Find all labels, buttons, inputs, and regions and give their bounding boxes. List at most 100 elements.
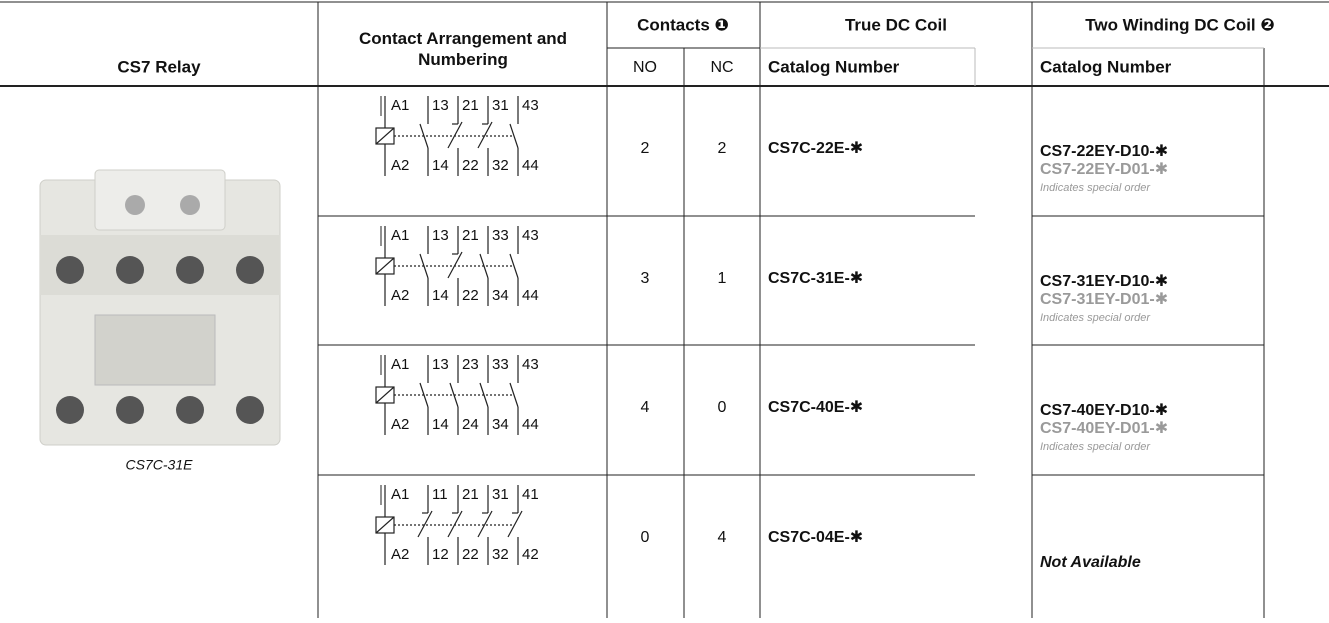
- terminal-label: 43: [522, 227, 539, 244]
- catalog-number: CS7-31EY-D10-✱: [1040, 273, 1168, 290]
- contact-diagram: [375, 485, 523, 565]
- coil-slash: [375, 516, 395, 534]
- catalog-number-special: CS7-31EY-D01-✱: [1040, 291, 1168, 308]
- terminal-label: A2: [391, 287, 409, 304]
- header: Contacts ❶: [637, 15, 729, 34]
- terminal-label: 21: [462, 227, 479, 244]
- coil-slash: [375, 386, 395, 404]
- terminal-label: 43: [522, 356, 539, 373]
- coil-slash: [375, 257, 395, 275]
- terminal-label: 33: [492, 227, 509, 244]
- terminal-label: 31: [492, 97, 509, 114]
- nc-blade: [447, 510, 463, 538]
- terminal-label: 41: [522, 486, 539, 503]
- terminal-label: 22: [462, 157, 479, 174]
- terminal-label: 13: [432, 356, 449, 373]
- screw: [116, 396, 144, 424]
- header: Two Winding DC Coil ❷: [1085, 15, 1275, 34]
- no-blade: [449, 382, 459, 408]
- terminal-label: 24: [462, 416, 479, 433]
- terminal-label: 43: [522, 97, 539, 114]
- terminal-label: 14: [432, 287, 449, 304]
- terminal-label: 32: [492, 546, 509, 563]
- nc-blade: [447, 121, 463, 149]
- no-blade: [509, 253, 519, 279]
- terminal-label: 21: [462, 97, 479, 114]
- no-blade: [509, 123, 519, 149]
- nc-count: 1: [718, 270, 727, 287]
- image-caption: CS7C-31E: [126, 457, 194, 473]
- no-blade: [419, 253, 429, 279]
- nc-blade: [447, 251, 463, 279]
- terminal-label: A1: [391, 356, 409, 373]
- nc-blade: [477, 121, 493, 149]
- screw: [176, 256, 204, 284]
- header: Catalog Number: [1040, 57, 1172, 76]
- terminal-label: 21: [462, 486, 479, 503]
- no-blade: [419, 382, 429, 408]
- catalog-number: CS7-40EY-D10-✱: [1040, 402, 1168, 419]
- terminal-label: 34: [492, 287, 509, 304]
- contact-diagram: [375, 355, 519, 435]
- actuator: [94, 314, 216, 386]
- nc-blade: [417, 510, 433, 538]
- special-note: Indicates special order: [1040, 182, 1151, 194]
- nc-count: 2: [718, 140, 727, 157]
- terminal-label: 22: [462, 287, 479, 304]
- catalog-number-special: CS7-22EY-D01-✱: [1040, 161, 1168, 178]
- screw: [56, 256, 84, 284]
- special-note: Indicates special order: [1040, 441, 1151, 453]
- no-count: 3: [641, 270, 650, 287]
- header: Catalog Number: [768, 57, 900, 76]
- no-blade: [509, 382, 519, 408]
- nc-blade: [477, 510, 493, 538]
- catalog-number: CS7C-04E-✱: [768, 529, 863, 546]
- terminal-label: 14: [432, 157, 449, 174]
- no-count: 4: [641, 399, 650, 416]
- terminal-label: 13: [432, 227, 449, 244]
- no-count: 0: [641, 529, 650, 546]
- no-count: 2: [641, 140, 650, 157]
- screw: [56, 396, 84, 424]
- header: NO: [633, 59, 657, 76]
- terminal-label: A2: [391, 546, 409, 563]
- no-blade: [419, 123, 429, 149]
- terminal-label: 44: [522, 157, 539, 174]
- relay-image: [39, 169, 281, 446]
- contact-diagram: [375, 226, 519, 306]
- terminal-label: 42: [522, 546, 539, 563]
- terminal-label: 22: [462, 546, 479, 563]
- nc-count: 0: [718, 399, 727, 416]
- terminal-label: 31: [492, 486, 509, 503]
- contact-diagram: [375, 96, 519, 176]
- terminal-label: 23: [462, 356, 479, 373]
- special-note: Indicates special order: [1040, 312, 1151, 324]
- catalog-number: CS7-22EY-D10-✱: [1040, 143, 1168, 160]
- terminal-label: A2: [391, 416, 409, 433]
- screw: [116, 256, 144, 284]
- screw: [180, 195, 200, 215]
- terminal-label: A1: [391, 227, 409, 244]
- terminal-label: 14: [432, 416, 449, 433]
- terminal-label: 44: [522, 416, 539, 433]
- screw: [176, 396, 204, 424]
- relay-top: [94, 169, 226, 231]
- screw: [236, 256, 264, 284]
- header: CS7 Relay: [117, 57, 201, 76]
- terminal-label: 33: [492, 356, 509, 373]
- terminal-label: 44: [522, 287, 539, 304]
- header: NC: [710, 59, 733, 76]
- catalog-number-special: CS7-40EY-D01-✱: [1040, 420, 1168, 437]
- terminal-label: 12: [432, 546, 449, 563]
- catalog-number: CS7C-40E-✱: [768, 399, 863, 416]
- terminal-label: 11: [432, 486, 448, 503]
- terminal-label: 32: [492, 157, 509, 174]
- terminal-label: A1: [391, 486, 409, 503]
- header: True DC Coil: [845, 15, 947, 34]
- screw: [236, 396, 264, 424]
- not-available: Not Available: [1040, 554, 1141, 571]
- no-blade: [479, 253, 489, 279]
